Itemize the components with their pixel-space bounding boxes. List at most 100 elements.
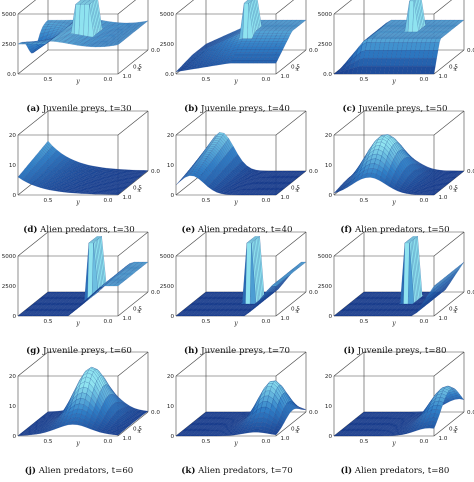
panel-caption-text: Alien predators, t=40	[195, 225, 292, 235]
panel-letter: (i)	[344, 346, 355, 356]
panel-caption: (h) Juvenile preys, t=70	[158, 346, 316, 356]
panel-caption: (k) Alien predators, t=70	[158, 466, 316, 476]
z-tick-label: 10	[167, 163, 175, 169]
y-tick-label: 0.0	[104, 319, 113, 325]
y-tick-label: 0.0	[420, 198, 429, 204]
x-far-tick-label: 0.0	[467, 169, 474, 175]
z-tick-label: 20	[167, 374, 175, 380]
z-tick-label: 2500	[160, 42, 175, 48]
z-tick-label: 5000	[160, 12, 175, 18]
surface-mesh	[18, 236, 148, 316]
panel-caption: (i) Juvenile preys, t=80	[316, 346, 474, 356]
z-tick-label: 10	[325, 404, 333, 410]
z-tick-label: 10	[9, 163, 17, 169]
panel-letter: (l)	[341, 466, 352, 476]
z-tick-label: 0	[328, 193, 332, 199]
surface-mesh	[176, 132, 306, 195]
y-tick-label: 0.0	[104, 439, 113, 445]
y-tick-label: 0.0	[420, 77, 429, 83]
z-tick-label: 5000	[2, 12, 17, 18]
panel-caption-text: Juvenile preys, t=80	[355, 346, 447, 356]
panel-caption: (l) Alien predators, t=80	[316, 466, 474, 476]
y-axis-label: y	[75, 320, 80, 327]
panel-caption-text: Juvenile preys, t=50	[356, 104, 448, 114]
z-tick-label: 5000	[318, 254, 333, 260]
x-tick-label: 1.0	[439, 436, 448, 442]
y-tick-label: 0.5	[360, 439, 369, 445]
surface-mesh	[334, 135, 464, 196]
panel-caption-text: Alien predators, t=70	[195, 466, 292, 476]
panel-caption: (d) Alien predators, t=30	[0, 225, 158, 235]
x-tick-label: 1.0	[439, 195, 448, 201]
y-tick-label: 0.0	[262, 319, 271, 325]
z-tick-label: 0	[328, 314, 332, 320]
surface-mesh	[18, 0, 148, 53]
y-tick-label: 0.5	[44, 77, 53, 83]
panel-caption: (b) Juvenile preys, t=40	[158, 104, 316, 114]
y-axis-label: y	[233, 320, 238, 327]
y-tick-label: 0.5	[202, 198, 211, 204]
panel-letter: (e)	[182, 225, 196, 235]
x-tick-label: 1.0	[281, 436, 290, 442]
y-tick-label: 0.5	[360, 198, 369, 204]
z-tick-label: 0.0	[323, 72, 332, 78]
z-tick-label: 0	[12, 314, 16, 320]
x-tick-label: 1.0	[123, 74, 132, 80]
panel-letter: (j)	[25, 466, 36, 476]
x-tick-label: 1.0	[439, 74, 448, 80]
panel-letter: (d)	[23, 225, 37, 235]
x-tick-label: 1.0	[281, 316, 290, 322]
z-tick-label: 0	[328, 434, 332, 440]
surface-mesh	[18, 367, 148, 436]
panel-caption: (c) Juvenile preys, t=50	[316, 104, 474, 114]
y-tick-label: 0.5	[360, 77, 369, 83]
y-tick-label: 0.5	[44, 439, 53, 445]
z-tick-label: 2500	[160, 284, 175, 290]
x-far-tick-label: 0.0	[467, 290, 474, 296]
z-tick-label: 20	[167, 133, 175, 139]
y-tick-label: 0.0	[262, 439, 271, 445]
x-tick-label: 1.0	[281, 74, 290, 80]
z-tick-label: 10	[167, 404, 175, 410]
z-tick-label: 0	[170, 193, 174, 199]
z-tick-label: 0	[170, 434, 174, 440]
z-tick-label: 5000	[2, 254, 17, 260]
z-tick-label: 10	[9, 404, 17, 410]
z-tick-label: 20	[325, 374, 333, 380]
y-tick-label: 0.0	[104, 77, 113, 83]
y-axis-label: y	[391, 320, 396, 327]
panel-letter: (f)	[340, 225, 352, 235]
y-tick-label: 0.5	[202, 77, 211, 83]
surface-mesh	[334, 236, 464, 316]
x-tick-label: 1.0	[281, 195, 290, 201]
panel-letter: (a)	[26, 104, 40, 114]
panel-letter: (b)	[184, 104, 198, 114]
z-tick-label: 20	[325, 133, 333, 139]
panel-caption: (e) Alien predators, t=40	[158, 225, 316, 235]
y-axis-label: y	[233, 440, 238, 447]
y-axis-label: y	[233, 199, 238, 206]
panel-caption-text: Alien predators, t=30	[37, 225, 134, 235]
z-tick-label: 0	[170, 314, 174, 320]
y-tick-label: 0.5	[202, 439, 211, 445]
y-tick-label: 0.0	[262, 198, 271, 204]
panel-caption-text: Alien predators, t=60	[36, 466, 133, 476]
x-tick-label: 1.0	[123, 195, 132, 201]
panel-caption-text: Juvenile preys, t=40	[198, 104, 290, 114]
y-axis-label: y	[233, 78, 238, 85]
panel-caption: (f) Alien predators, t=50	[316, 225, 474, 235]
x-far-tick-label: 0.0	[467, 48, 474, 54]
surface-mesh	[334, 386, 464, 436]
z-tick-label: 2500	[2, 284, 17, 290]
y-tick-label: 0.0	[420, 439, 429, 445]
